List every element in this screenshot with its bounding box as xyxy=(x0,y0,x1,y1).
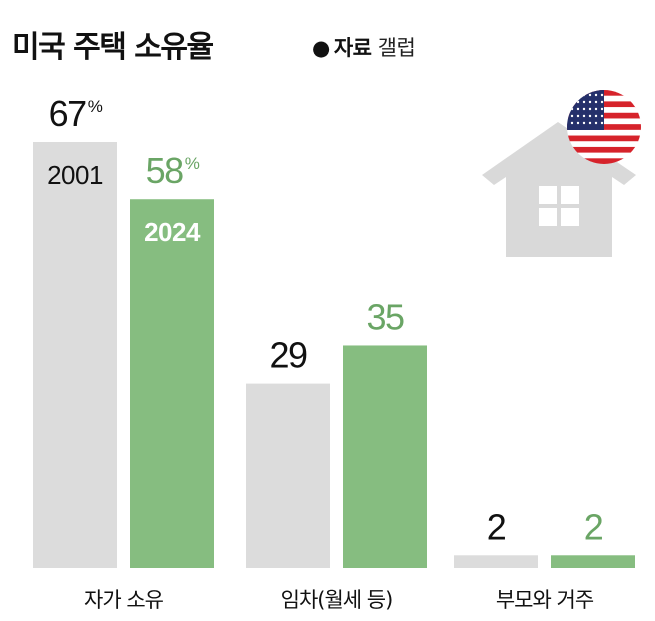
value-label-2024-2: 2 xyxy=(584,506,603,547)
value-label-2001-1: 29 xyxy=(269,335,307,376)
category-label-2: 부모와 거주 xyxy=(496,588,594,612)
value-label-2001-0: 67% xyxy=(49,93,103,134)
legend-label-2024: 2024 xyxy=(144,217,201,247)
value-label-2024-0: 58% xyxy=(146,150,200,191)
source-bullet-icon: ● xyxy=(312,36,330,60)
bar-2024-1 xyxy=(343,345,427,568)
bar-2001-2 xyxy=(454,555,538,568)
bar-2001-0 xyxy=(33,142,117,568)
value-label-2001-2: 2 xyxy=(487,506,506,547)
legend-label-2001: 2001 xyxy=(47,160,103,190)
category-label-0: 자가 소유 xyxy=(84,588,164,612)
page-title: 미국 주택 소유율 xyxy=(12,30,214,65)
bar-2001-1 xyxy=(246,383,330,568)
source-note: ● 자료 갤럽 xyxy=(312,32,416,62)
source-value: 갤럽 xyxy=(377,36,416,60)
value-label-2024-1: 35 xyxy=(366,296,404,337)
source-label: 자료 xyxy=(333,36,372,60)
bar-2024-0 xyxy=(130,199,214,568)
us-flag-icon xyxy=(567,90,641,164)
category-label-1: 임차(월세 등) xyxy=(281,588,393,612)
bar-2024-2 xyxy=(551,555,635,568)
